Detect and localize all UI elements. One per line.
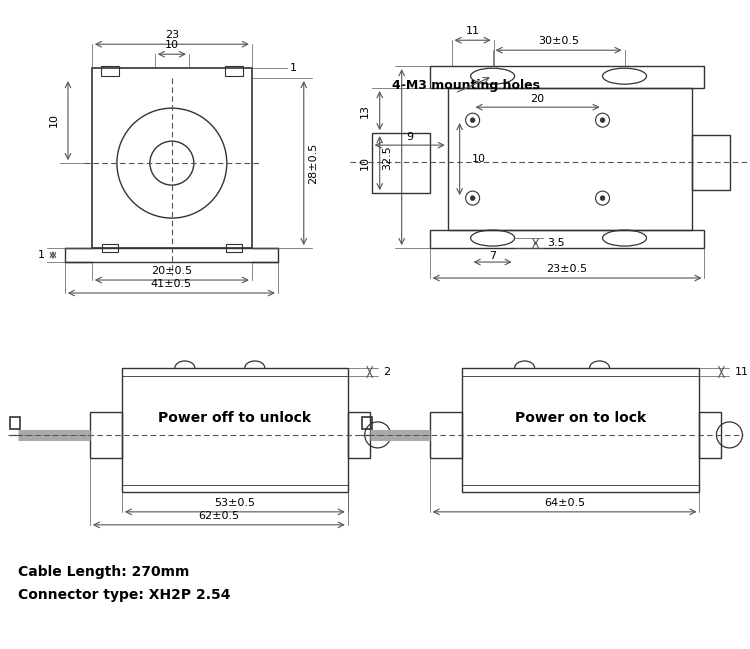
Bar [462,368,700,492]
Bar [430,230,704,248]
Bar [92,68,252,248]
Text: 41±0.5: 41±0.5 [151,279,192,289]
Text: 28±0.5: 28±0.5 [308,143,318,184]
Circle shape [600,117,605,123]
Text: 10: 10 [472,154,486,164]
Text: 30±0.5: 30±0.5 [538,36,579,46]
Bar [90,412,122,458]
Bar [348,412,370,458]
Bar [10,417,20,429]
Bar [122,368,348,492]
Text: 32.5: 32.5 [382,145,392,169]
Bar [101,66,119,76]
Text: 1: 1 [38,250,44,260]
Text: Connector type: XH2P 2.54: Connector type: XH2P 2.54 [18,588,230,602]
Bar [362,417,372,429]
Text: 2: 2 [382,367,390,377]
Text: 4-M3 mounting holes: 4-M3 mounting holes [392,79,540,92]
Text: 64±0.5: 64±0.5 [544,498,585,508]
Bar [102,244,118,252]
Text: 10: 10 [360,156,370,170]
Text: 1: 1 [290,63,297,73]
Bar [372,133,430,193]
Text: 53±0.5: 53±0.5 [214,498,255,508]
Bar [692,135,730,190]
Circle shape [600,195,605,201]
Bar [65,248,278,262]
Text: 10: 10 [165,40,178,50]
Text: 23±0.5: 23±0.5 [547,264,588,274]
Text: 13: 13 [360,104,370,117]
Circle shape [470,195,476,201]
Bar [448,88,692,230]
Text: Power off to unlock: Power off to unlock [158,411,311,425]
Text: 20: 20 [530,94,544,104]
Text: 9: 9 [406,132,413,142]
Text: 3.5: 3.5 [548,238,566,248]
Text: 23: 23 [165,31,179,40]
Bar [430,66,704,88]
Text: 7: 7 [489,251,496,261]
Bar [226,244,242,252]
Text: 20±0.5: 20±0.5 [152,266,193,276]
Text: Cable Length: 270mm: Cable Length: 270mm [18,565,189,579]
Circle shape [470,117,476,123]
Text: 11: 11 [734,367,748,377]
Text: Power on to lock: Power on to lock [515,411,646,425]
Text: 11: 11 [466,26,480,36]
Text: 62±0.5: 62±0.5 [198,511,239,521]
Text: 10: 10 [49,113,59,127]
Bar [430,412,462,458]
Bar [700,412,721,458]
Bar [225,66,243,76]
